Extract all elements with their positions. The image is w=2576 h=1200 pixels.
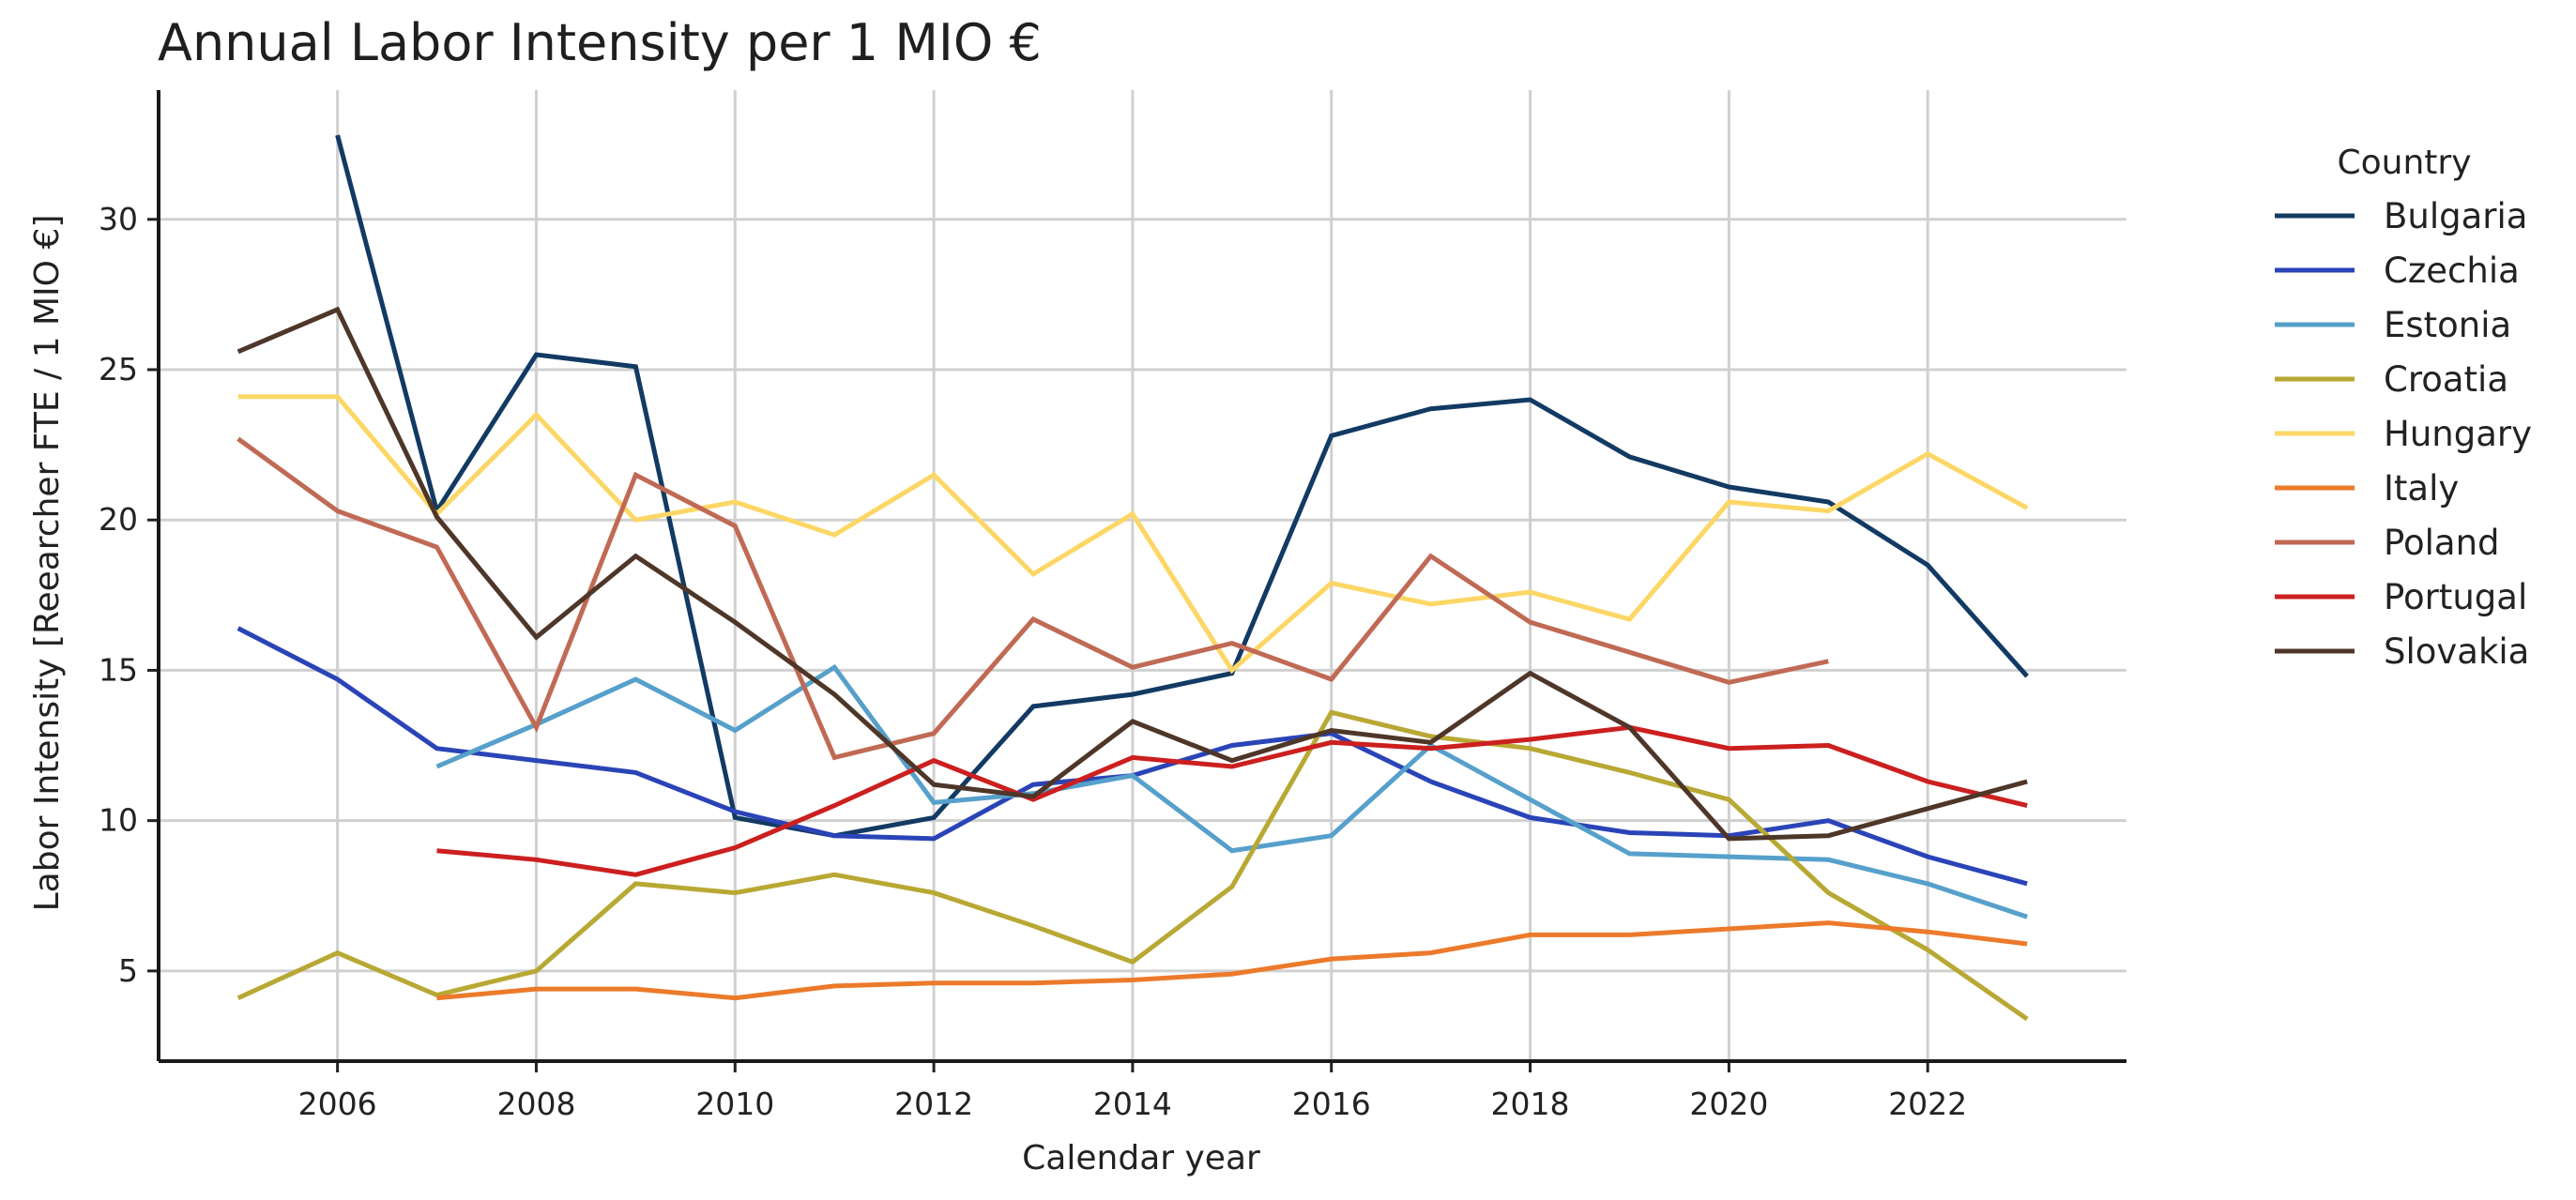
legend-label-czechia: Czechia [2384, 251, 2520, 291]
series-line-slovakia [236, 306, 2028, 842]
series-line-portugal [436, 724, 2028, 877]
y-tick-label: 5 [118, 952, 138, 989]
tick-labels: 2006 2008 2010 2012 2014 2016 2018 2020 2022 5 10 1… [99, 201, 1967, 1122]
legend-label-estonia: Estonia [2384, 305, 2511, 345]
legend-label-slovakia: Slovakia [2384, 631, 2529, 672]
x-tick-label: 2006 [298, 1086, 377, 1122]
series-line-hungary [237, 394, 2029, 675]
legend-label-poland: Poland [2384, 523, 2500, 563]
y-tick-label: 10 [99, 802, 138, 839]
legend: Country Bulgaria Czechia Estonia Croatia Hun… [2275, 144, 2532, 672]
series-line-croatia [236, 709, 2029, 1022]
x-tick-label: 2008 [496, 1086, 575, 1122]
y-tick-label: 30 [99, 201, 138, 237]
series-line-italy [436, 920, 2028, 1001]
series-line-estonia [435, 663, 2028, 919]
x-tick-label: 2016 [1292, 1086, 1371, 1122]
legend-label-portugal: Portugal [2384, 577, 2527, 617]
x-tick-label: 2020 [1689, 1086, 1768, 1122]
legend-label-bulgaria: Bulgaria [2384, 196, 2527, 236]
y-tick-label: 15 [99, 651, 138, 688]
legend-label-italy: Italy [2384, 468, 2459, 509]
series-lines [236, 134, 2029, 1022]
legend-label-hungary: Hungary [2384, 414, 2532, 454]
y-axis-label: Labor Intensity [Reearcher FTE / 1 MIO €… [28, 215, 67, 912]
x-tick-label: 2010 [695, 1086, 774, 1122]
x-tick-label: 2022 [1888, 1086, 1967, 1122]
x-tick-label: 2018 [1491, 1086, 1570, 1122]
series-line-poland [236, 436, 1829, 761]
legend-title: Country [2337, 144, 2471, 182]
legend-label-croatia: Croatia [2384, 359, 2508, 400]
x-axis-label: Calendar year [1022, 1139, 1260, 1177]
series-line-bulgaria [335, 134, 2029, 839]
x-tick-label: 2014 [1093, 1086, 1172, 1122]
grid-lines [159, 90, 2126, 1061]
y-tick-label: 20 [99, 501, 138, 538]
x-tick-label: 2012 [894, 1086, 973, 1122]
chart-title: Annual Labor Intensity per 1 MIO € [158, 13, 1042, 72]
y-tick-label: 25 [99, 351, 138, 387]
axes [147, 90, 2126, 1072]
